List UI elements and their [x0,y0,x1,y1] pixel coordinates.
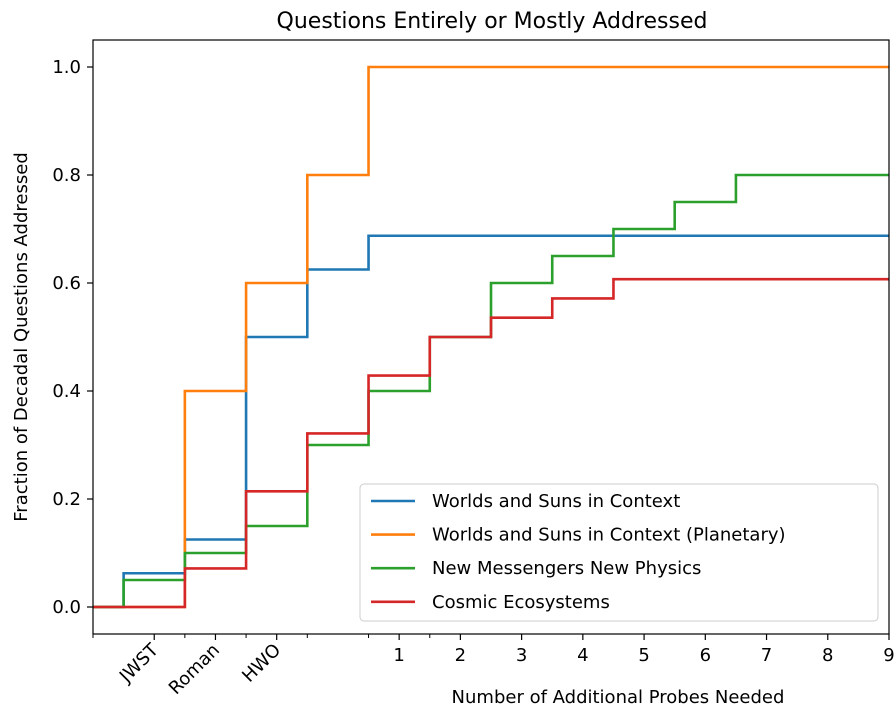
legend: Worlds and Suns in Context Worlds and Sun… [359,483,879,622]
x-tick-label: HWO [238,640,285,687]
x-tick-label: 9 [883,645,894,666]
legend-box [359,483,879,622]
y-tick-label: 0.8 [52,165,81,186]
x-tick-label: 2 [455,645,466,666]
y-tick-label: 0.4 [52,381,81,402]
plot-frame [92,39,890,635]
x-tick-label: 5 [638,645,649,666]
legend-label-new-messengers-new-physics: New Messengers New Physics [432,558,701,579]
x-tick-label: 3 [516,645,527,666]
y-tick-label: 0.6 [52,273,81,294]
chart-title: Questions Entirely or Mostly Addressed [277,9,708,34]
y-tick-label: 0.0 [52,597,81,618]
x-tick-label: 4 [577,645,588,666]
x-tick-label: 8 [822,645,833,666]
series-lines [93,65,889,609]
x-tick-label: 6 [700,645,711,666]
x-tick-label: Roman [165,640,224,699]
legend-label-worlds-and-suns-in-context-planetary: Worlds and Suns in Context (Planetary) [432,525,786,546]
x-tick-label: 1 [393,645,404,666]
y-axis-label: Fraction of Decadal Questions Addressed [11,152,32,521]
x-tick-label: JWST [115,639,163,687]
y-tick-label: 1.0 [52,57,81,78]
legend-label-cosmic-ecosystems: Cosmic Ecosystems [432,592,610,613]
y-tick-label: 0.2 [52,489,81,510]
series-line-worlds-and-suns-in-context-planetary [93,65,889,609]
series-line-cosmic-ecosystems [93,277,889,609]
legend-label-worlds-and-suns-in-context: Worlds and Suns in Context [432,491,680,512]
x-axis-label: Number of Additional Probes Needed [452,687,785,708]
x-tick-label: 7 [761,645,772,666]
